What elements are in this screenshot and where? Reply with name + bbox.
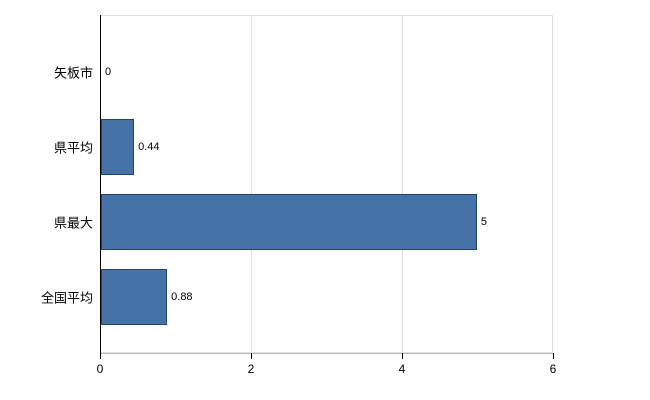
bar (101, 118, 135, 175)
category-label: 全国平均 (40, 290, 93, 305)
gridline-4 (401, 16, 403, 352)
gridline-2 (251, 16, 253, 352)
category-label: 県平均 (53, 140, 93, 155)
value-label: 0 (105, 65, 112, 78)
bar (101, 268, 168, 325)
x-tick-label-6: 6 (549, 362, 557, 376)
x-tick-4 (401, 353, 403, 359)
x-tick-2 (250, 353, 252, 359)
bar-row: 全国平均 0.88 (41, 259, 552, 334)
bar-row: 県平均 0.44 (54, 109, 552, 184)
category-label: 県最大 (53, 215, 93, 230)
bar-row: 県最大 5 (54, 184, 552, 259)
x-tick-label-2: 2 (247, 362, 255, 376)
x-axis-line (100, 353, 553, 354)
x-axis: 0 2 4 6 (96, 353, 556, 383)
x-tick-label-0: 0 (96, 362, 104, 376)
x-tick-label-4: 4 (398, 362, 406, 376)
plot-area: 矢板市 0 県平均 0.44 県最大 5 全国平均 0.88 (41, 15, 553, 353)
gridline-6 (552, 16, 553, 352)
bar-row: 矢板市 0 (54, 34, 552, 109)
bar-rows: 矢板市 0 県平均 0.44 県最大 5 全国平均 0.88 (41, 16, 552, 352)
x-tick-6 (553, 353, 554, 359)
value-label: 0.44 (138, 140, 160, 153)
value-label: 0.88 (171, 290, 193, 303)
value-label: 5 (480, 215, 487, 228)
category-label: 矢板市 (53, 65, 93, 80)
y-axis-line (100, 15, 101, 358)
bar (101, 193, 477, 250)
